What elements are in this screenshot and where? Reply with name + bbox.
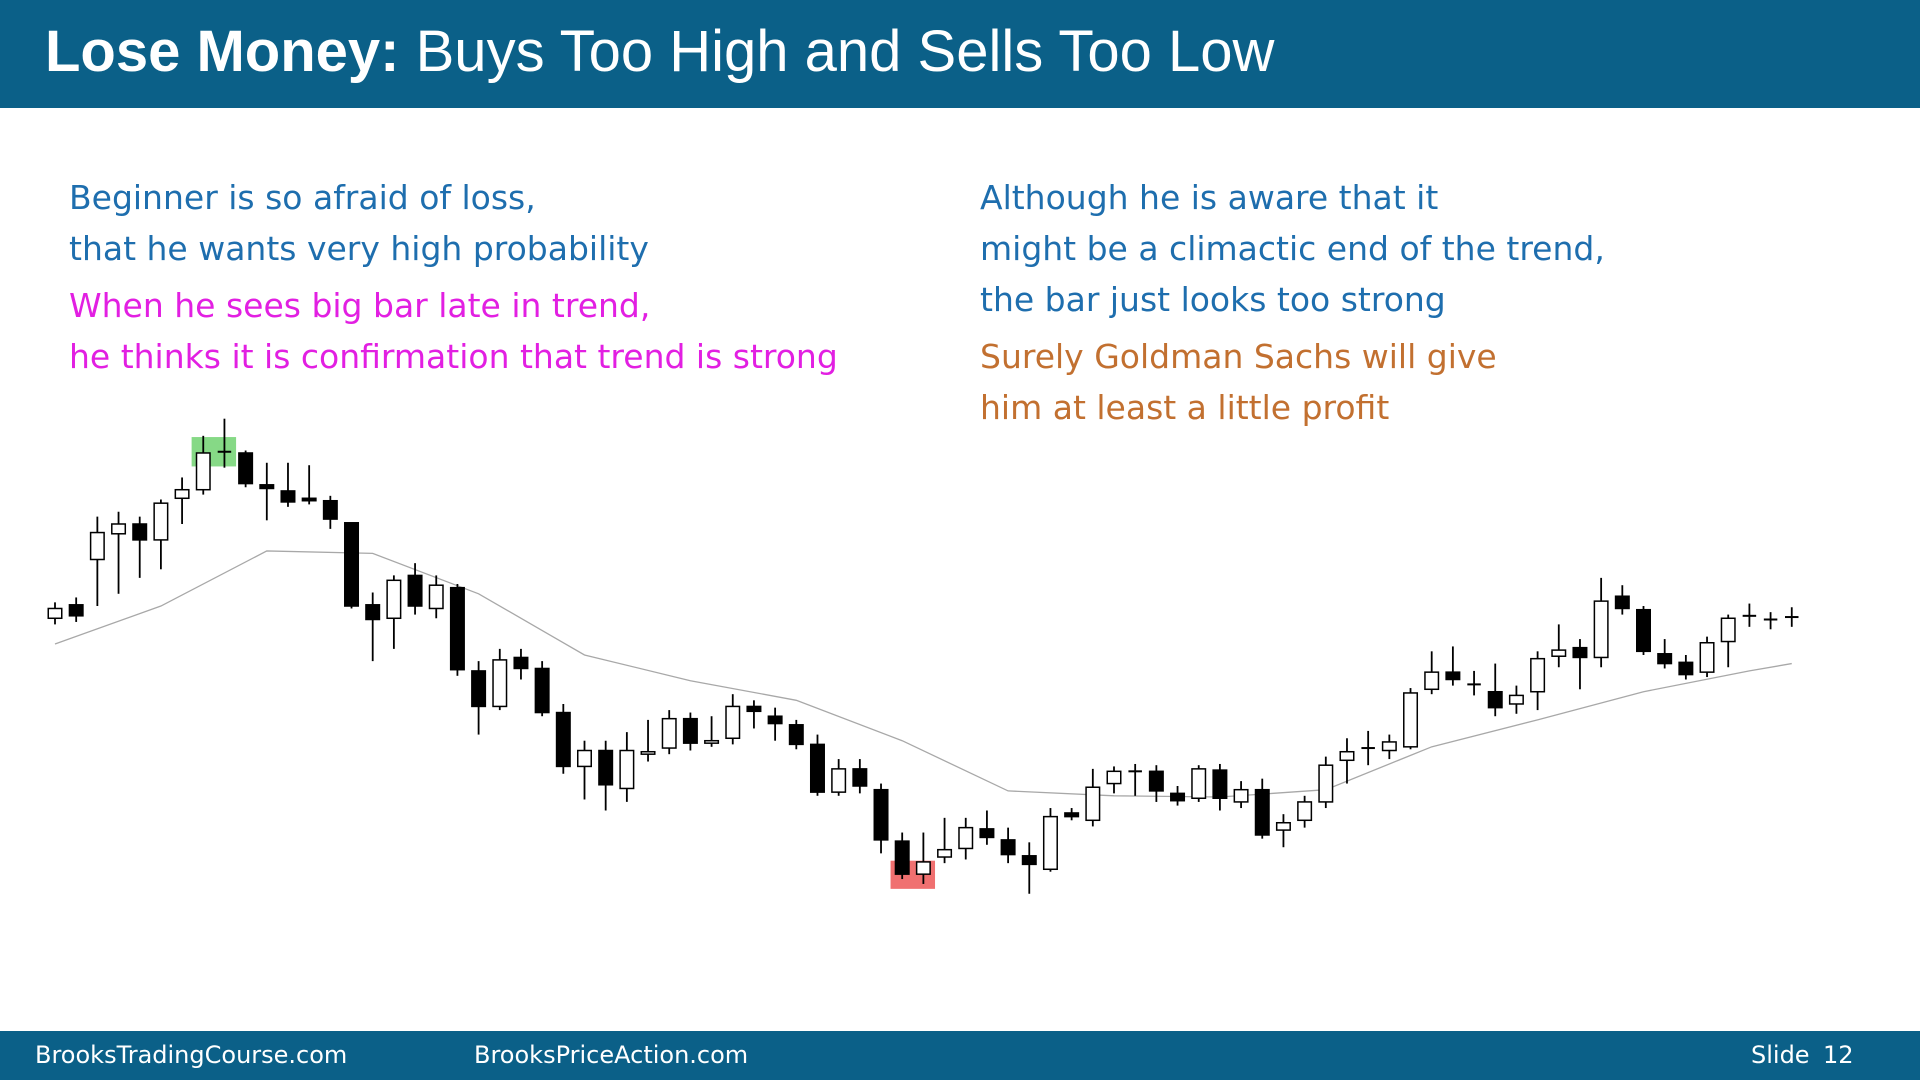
candle-body — [852, 768, 868, 787]
candle-body — [958, 826, 974, 850]
text-line: Surely Goldman Sachs will give — [980, 337, 1497, 376]
candle-body — [449, 586, 465, 671]
text-line: he thinks it is confirmation that trend … — [69, 337, 838, 376]
candle-body — [1191, 768, 1207, 800]
candle-body — [704, 739, 720, 744]
candle-body — [471, 670, 487, 708]
candle-body — [873, 788, 889, 841]
candle-body — [1254, 788, 1270, 836]
candle-body — [1339, 750, 1355, 762]
candle-body — [344, 522, 360, 607]
candle-body — [322, 499, 338, 520]
candle-body — [555, 711, 571, 768]
candle-body — [153, 502, 169, 541]
candle-body — [259, 484, 275, 490]
text-line: that he wants very high probability — [69, 229, 649, 268]
candle-body — [577, 749, 592, 768]
left-text: Beginner is so afraid of loss, that he w… — [69, 172, 838, 382]
candle-body — [937, 848, 953, 858]
candle-body — [111, 523, 127, 535]
candle-body — [1636, 608, 1651, 653]
candle-body — [1318, 764, 1334, 803]
candle-body — [1381, 741, 1397, 752]
slide-label: Slide — [1751, 1041, 1810, 1069]
candle-body — [89, 531, 105, 561]
candle-body — [132, 523, 148, 541]
candle-body — [1508, 694, 1524, 705]
candle-body — [174, 488, 190, 500]
text-line: might be a climactic end of the trend, — [980, 229, 1605, 268]
candle-body — [1085, 786, 1101, 822]
candle-body — [1233, 788, 1249, 803]
candle-body — [682, 717, 698, 744]
text-line: Beginner is so afraid of loss, — [69, 178, 536, 217]
candle-body — [428, 584, 444, 610]
candle-body — [1148, 770, 1164, 792]
candle-body — [788, 724, 804, 746]
candle-body — [1021, 855, 1037, 866]
footer: BrooksTradingCourse.com BrooksPriceActio… — [0, 1031, 1920, 1080]
candle-body — [1403, 692, 1419, 748]
candle-body — [809, 743, 825, 793]
candle-body — [301, 497, 317, 502]
candle-body — [492, 659, 508, 708]
text-line: Although he is aware that it — [980, 178, 1439, 217]
candle-body — [1614, 595, 1630, 610]
text-line: When he sees big bar late in trend, — [69, 286, 651, 325]
candle-body — [915, 861, 931, 875]
candle-body — [1572, 646, 1588, 659]
title: Lose Money: Buys Too High and Sells Too … — [45, 18, 1274, 85]
candle-body — [365, 604, 381, 621]
candle-body — [1551, 649, 1567, 657]
footer-left: BrooksTradingCourse.com — [35, 1041, 348, 1069]
candle-body — [513, 656, 529, 670]
candle-body — [534, 667, 550, 714]
candle-body — [47, 607, 63, 620]
candle-body — [598, 749, 614, 786]
candle-body — [767, 715, 783, 725]
candle-body — [1678, 661, 1694, 676]
candle-body — [831, 768, 847, 793]
candle-body — [195, 452, 211, 491]
candle-body — [1445, 671, 1461, 681]
candle-body — [238, 452, 254, 485]
slide-number: 12 — [1823, 1041, 1854, 1069]
candle-body — [1593, 600, 1609, 659]
candle-body — [746, 705, 762, 713]
candle-body — [979, 828, 995, 839]
candle-body — [1000, 839, 1016, 856]
candle-body — [619, 749, 635, 790]
candle-body — [894, 840, 910, 875]
candle-body — [1212, 769, 1228, 800]
candle-body — [1170, 792, 1186, 802]
text-line: him at least a little profit — [980, 388, 1390, 427]
candle-body — [1275, 821, 1291, 831]
candle-body — [1657, 653, 1673, 665]
candle-body — [661, 717, 677, 749]
candle-body — [1699, 642, 1715, 673]
text-line: the bar just looks too strong — [980, 280, 1446, 319]
candle-body — [1297, 801, 1313, 822]
candle-body — [386, 579, 402, 620]
candle-body — [725, 705, 741, 740]
candle-body — [1106, 770, 1122, 785]
title-rest: Buys Too High and Sells Too Low — [415, 19, 1275, 84]
candle-body — [280, 490, 296, 503]
candle-body — [1720, 617, 1736, 643]
candle-body — [1530, 657, 1546, 693]
candle-body — [68, 604, 84, 617]
header: Lose Money: Buys Too High and Sells Too … — [0, 0, 1920, 108]
candle-body — [1042, 815, 1058, 871]
candle-body — [1424, 671, 1440, 691]
title-bold: Lose Money: — [45, 19, 400, 84]
right-text: Although he is aware that it might be a … — [980, 172, 1605, 433]
candle-body — [1487, 690, 1503, 709]
footer-center: BrooksPriceAction.com — [474, 1041, 749, 1069]
candle-body — [640, 750, 656, 755]
candle-body — [1064, 812, 1080, 818]
candle-body — [407, 574, 423, 607]
